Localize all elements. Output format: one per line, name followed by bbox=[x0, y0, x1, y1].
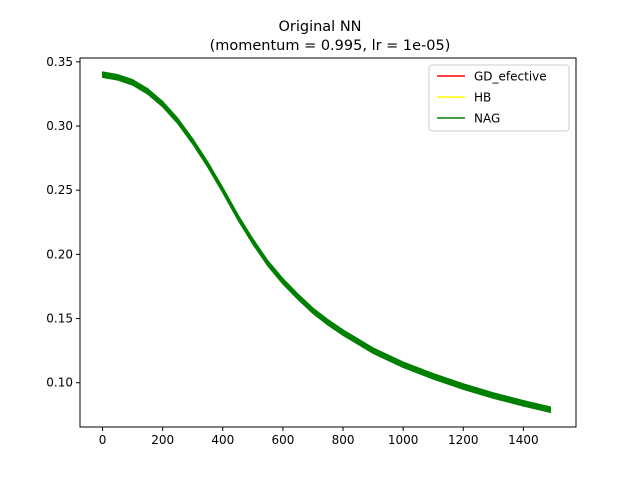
x-axis: 0 200 400 600 800 1000 1200 1400 bbox=[99, 427, 539, 447]
x-tick-label: 1200 bbox=[448, 433, 479, 447]
chart-title-line2: (momentum = 0.995, lr = 1e-05) bbox=[210, 38, 451, 54]
x-tick-label: 1400 bbox=[508, 433, 539, 447]
y-tick-label: 0.10 bbox=[46, 376, 73, 390]
y-tick-label: 0.30 bbox=[46, 119, 73, 133]
x-tick-label: 0 bbox=[99, 433, 107, 447]
chart-title-line1: Original NN bbox=[278, 19, 361, 35]
x-tick-label: 800 bbox=[332, 433, 355, 447]
x-tick-label: 600 bbox=[271, 433, 294, 447]
legend-box bbox=[428, 64, 570, 132]
series-band-nag bbox=[102, 71, 551, 414]
y-tick-label: 0.35 bbox=[46, 55, 73, 69]
legend-label-hb: HB bbox=[474, 91, 491, 105]
y-tick-label: 0.15 bbox=[46, 312, 73, 326]
y-tick-label: 0.25 bbox=[46, 183, 73, 197]
x-tick-label: 200 bbox=[151, 433, 174, 447]
plot-frame bbox=[79, 57, 577, 428]
legend-label-gd_efective: GD_efective bbox=[474, 70, 547, 84]
legend-label-nag: NAG bbox=[474, 112, 500, 126]
legend: GD_efective HB NAG bbox=[428, 64, 570, 132]
y-axis: 0.10 0.15 0.20 0.25 0.30 0.35 bbox=[46, 55, 80, 390]
x-tick-label: 1000 bbox=[388, 433, 419, 447]
plot-series-group bbox=[102, 71, 551, 414]
x-tick-label: 400 bbox=[211, 433, 234, 447]
y-tick-label: 0.20 bbox=[46, 247, 73, 261]
